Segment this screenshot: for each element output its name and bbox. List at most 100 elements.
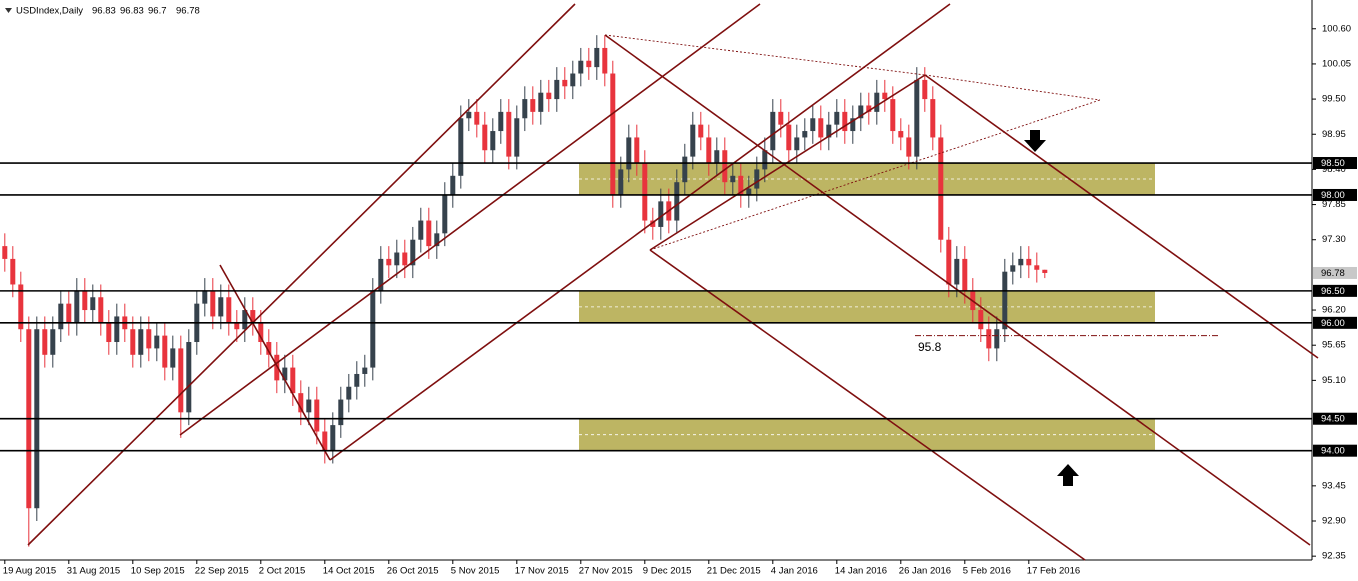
zones	[579, 163, 1155, 451]
price-label-box	[1313, 266, 1357, 279]
x-tick-label: 19 Aug 2015	[3, 566, 56, 577]
y-tick-label: 96.20	[1322, 305, 1346, 316]
candle-body	[394, 252, 400, 266]
candle-body	[298, 393, 304, 413]
candle-body	[778, 111, 784, 125]
y-tick-label: 93.45	[1322, 480, 1346, 491]
candle-body	[706, 137, 712, 164]
candle-body	[210, 290, 216, 317]
candle-body	[450, 175, 456, 195]
candle-body	[530, 99, 536, 112]
x-tick-label: 2 Oct 2015	[259, 566, 305, 577]
level-label-box	[1313, 316, 1357, 329]
candle-body	[802, 131, 808, 138]
y-tick-label: 95.10	[1322, 375, 1346, 386]
candle-body	[234, 322, 240, 330]
x-tick-label: 10 Sep 2015	[131, 566, 185, 577]
candle-body	[498, 111, 504, 132]
candle-body	[258, 322, 264, 343]
candle-body	[130, 329, 136, 355]
candle-body	[90, 297, 96, 311]
candle-body	[1034, 265, 1040, 270]
candle-body	[938, 137, 944, 240]
x-tick-label: 26 Jan 2016	[899, 566, 951, 577]
y-tick-label: 100.05	[1322, 58, 1351, 69]
candle-body	[98, 297, 104, 323]
level-label: 94.50	[1321, 414, 1345, 425]
candle-body	[378, 258, 384, 291]
candle-body	[242, 310, 248, 330]
candle-body	[74, 290, 80, 323]
candle-body	[402, 252, 408, 266]
candle-body	[986, 329, 992, 349]
candles	[2, 35, 1048, 547]
x-tick-label: 21 Dec 2015	[707, 566, 761, 577]
level-label: 98.00	[1321, 190, 1345, 201]
candle-body	[266, 342, 272, 355]
candle-body	[626, 137, 632, 170]
x-tick-label: 14 Oct 2015	[323, 566, 375, 577]
level-label: 98.50	[1321, 158, 1345, 169]
candle-body	[1002, 271, 1008, 330]
candle-body	[882, 92, 888, 100]
candle-body	[346, 386, 352, 400]
candle-body	[610, 73, 616, 195]
candle-body	[850, 118, 856, 132]
level-label: 94.00	[1321, 446, 1345, 457]
candle-body	[554, 79, 560, 100]
candle-body	[650, 220, 656, 227]
triangle-line	[649, 99, 1101, 251]
candle-body	[962, 258, 968, 291]
channel-line	[27, 3, 576, 546]
channel-line	[604, 34, 1311, 546]
y-tick-label: 92.90	[1322, 516, 1346, 527]
candle-body	[658, 201, 664, 227]
candle-body	[506, 111, 512, 157]
candle-body	[162, 335, 168, 368]
candle-body	[570, 73, 576, 87]
x-tick-label: 5 Feb 2016	[963, 566, 1011, 577]
candle-body	[746, 188, 752, 195]
candle-body	[482, 124, 488, 151]
candle-body	[290, 367, 296, 394]
channel-line	[924, 74, 1319, 359]
candle-body	[170, 348, 176, 368]
level-label-box	[1313, 444, 1357, 457]
x-tick-label: 9 Dec 2015	[643, 566, 692, 577]
channel-line	[179, 3, 761, 436]
candle-body	[786, 124, 792, 151]
level-label-box	[1313, 284, 1357, 297]
candle-body	[922, 79, 928, 100]
candle-body	[306, 399, 312, 413]
x-tick-label: 27 Nov 2015	[579, 566, 633, 577]
candle-body	[66, 303, 72, 323]
candle-body	[914, 79, 920, 157]
candle-body	[954, 258, 960, 285]
candle-body	[466, 111, 472, 119]
candle-body	[2, 246, 8, 259]
candle-body	[714, 150, 720, 164]
down-arrow	[1024, 130, 1046, 152]
candle-body	[634, 137, 640, 164]
candle-body	[522, 99, 528, 119]
candle-body	[146, 329, 152, 349]
chart-title: USDIndex,Daily	[16, 6, 83, 17]
candle-body	[738, 175, 744, 195]
candle-body	[514, 118, 520, 157]
x-tick-label: 31 Aug 2015	[67, 566, 120, 577]
annotation-label: 95.8	[918, 340, 942, 354]
candle-body	[770, 111, 776, 151]
y-tick-label: 98.95	[1322, 129, 1346, 140]
candle-body	[642, 163, 648, 221]
candle-body	[730, 175, 736, 183]
x-tick-label: 4 Jan 2016	[771, 566, 818, 577]
candle-body	[602, 47, 608, 74]
y-tick-label: 97.30	[1322, 234, 1346, 245]
candle-body	[722, 150, 728, 183]
channel-line	[329, 3, 951, 461]
up-arrow	[1057, 464, 1079, 486]
y-tick-label: 92.35	[1322, 551, 1346, 562]
candle-body	[930, 99, 936, 138]
candle-body	[1042, 269, 1048, 273]
